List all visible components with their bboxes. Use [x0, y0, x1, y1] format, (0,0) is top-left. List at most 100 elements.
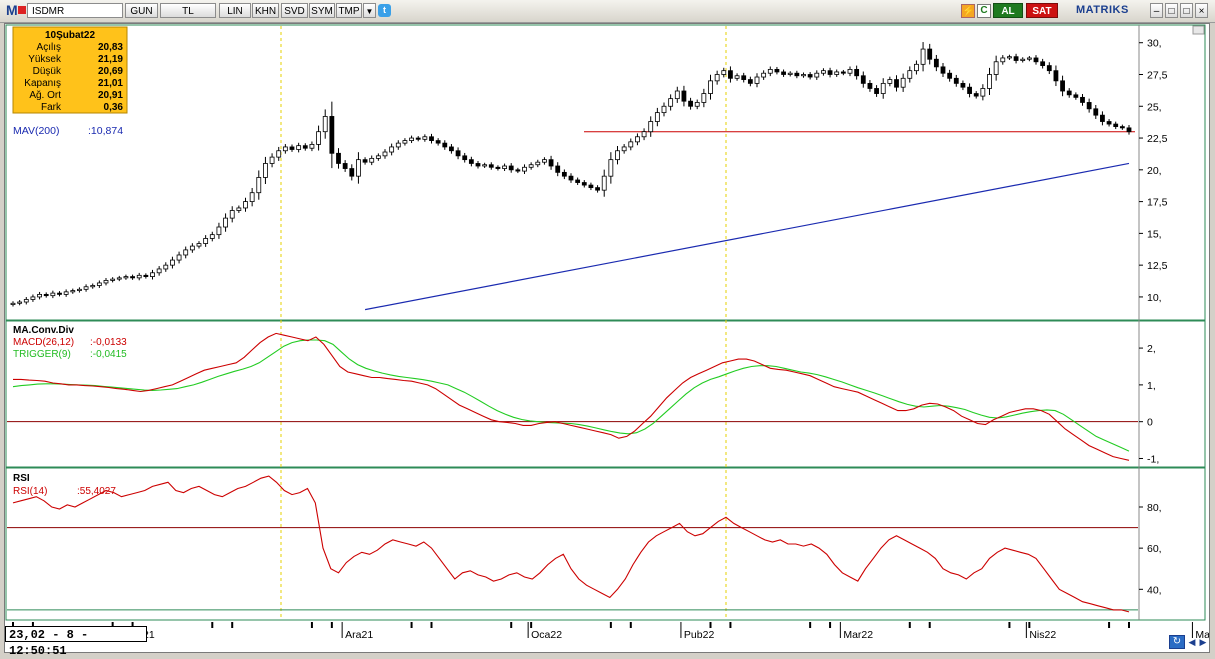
candle — [767, 66, 773, 77]
info-row-value: 0,36 — [104, 102, 124, 113]
close-icon[interactable]: × — [1195, 3, 1208, 18]
toolbar: M ISDMR GUN TL LIN KHN SVD SYM TMP ▼ t ⚡… — [0, 0, 1215, 23]
info-row-label: Düşük — [33, 66, 62, 77]
y-tick-label: 22,5 — [1147, 133, 1168, 145]
scroll-right-icon[interactable]: ▶ — [1199, 637, 1207, 647]
candle — [362, 157, 368, 165]
app-logo[interactable]: M — [6, 2, 18, 18]
candle — [209, 231, 215, 242]
candle — [276, 146, 282, 161]
candle — [947, 69, 953, 82]
info-row-value: 20,69 — [98, 66, 123, 77]
candle — [721, 67, 727, 78]
candle — [103, 277, 109, 286]
candle — [854, 65, 860, 80]
scroll-left-icon[interactable]: ◀ — [1188, 637, 1196, 647]
refresh-icon[interactable]: C — [977, 4, 991, 18]
candle — [110, 277, 116, 283]
candle — [57, 291, 62, 297]
candle — [528, 162, 534, 170]
scrollbar[interactable] — [1192, 25, 1205, 35]
tmp-button[interactable]: TMP — [336, 3, 362, 18]
y-tick-label: 40, — [1147, 584, 1162, 596]
candle — [415, 136, 421, 142]
candle — [973, 91, 979, 99]
candle — [176, 251, 182, 264]
twitter-icon[interactable]: t — [378, 4, 391, 17]
candle — [734, 73, 740, 81]
info-box-date: 10Şubat22 — [45, 30, 95, 41]
candle — [542, 157, 547, 165]
y-tick-label: 2, — [1147, 343, 1156, 355]
candle — [1093, 104, 1099, 119]
candle — [488, 162, 494, 170]
dropdown-icon[interactable]: ▼ — [363, 3, 376, 18]
x-tick-label: Nis22 — [1029, 629, 1056, 641]
candle — [183, 246, 189, 259]
chart-window: 30, 27,5 25, 22,5 20, 17,5 15, 12,5 10, 2, 1, 0 -1, 8… — [4, 23, 1215, 653]
candle — [807, 72, 813, 80]
candle — [449, 144, 454, 154]
macd-legend-value: :-0,0133 — [90, 337, 127, 348]
candle — [156, 266, 162, 276]
candle — [993, 55, 999, 81]
candle — [515, 167, 521, 174]
candle — [914, 60, 919, 75]
candle — [170, 256, 175, 269]
info-row-label: Kapanış — [24, 78, 61, 89]
candle — [429, 133, 434, 144]
candle — [708, 74, 713, 100]
candle — [96, 280, 102, 288]
x-tick-label: Pub22 — [684, 629, 715, 641]
chart-canvas[interactable]: 30, 27,5 25, 22,5 20, 17,5 15, 12,5 10, 2, 1, 0 -1, 8… — [5, 24, 1215, 652]
y-tick-label: 17,5 — [1147, 197, 1168, 209]
y-tick-label: 10, — [1147, 292, 1162, 304]
trigger-legend-value: :-0,0415 — [90, 349, 127, 360]
candle — [1080, 94, 1085, 106]
buy-button[interactable]: AL — [993, 3, 1023, 18]
candle — [635, 133, 640, 146]
candle — [296, 142, 302, 153]
candle — [1053, 65, 1059, 87]
candle — [196, 241, 202, 249]
candle — [243, 197, 248, 212]
khn-button[interactable]: KHN — [252, 3, 279, 18]
sell-button[interactable]: SAT — [1026, 3, 1058, 18]
candle — [821, 68, 826, 76]
candle — [203, 235, 209, 247]
mav-legend-value: :10,874 — [88, 125, 123, 137]
maximize-icon[interactable]: □ — [1180, 3, 1193, 18]
candle — [495, 165, 501, 171]
candle — [834, 69, 840, 77]
candle — [269, 153, 275, 168]
rsi-legend: RSI(14) — [13, 486, 47, 497]
candle — [615, 146, 620, 165]
candle — [980, 84, 986, 101]
minimize-icon[interactable]: – — [1150, 3, 1163, 18]
candle — [30, 294, 36, 302]
x-tick-label: Ara21 — [345, 629, 373, 641]
restore-icon[interactable]: □ — [1165, 3, 1178, 18]
candle — [77, 287, 82, 293]
y-tick-label: 20, — [1147, 165, 1162, 177]
svd-button[interactable]: SVD — [281, 3, 308, 18]
sync-icon[interactable]: ↻ — [1169, 635, 1185, 649]
candle — [1026, 55, 1032, 62]
candle — [907, 66, 913, 83]
symbol-input[interactable]: ISDMR — [27, 3, 123, 18]
flash-icon[interactable]: ⚡ — [961, 4, 975, 18]
y-tick-label: 60, — [1147, 543, 1162, 555]
scale-button[interactable]: LIN — [219, 3, 251, 18]
candle — [468, 156, 474, 167]
candle — [329, 101, 335, 169]
y-tick-label: 0 — [1147, 417, 1153, 429]
candle — [389, 143, 395, 156]
currency-button[interactable]: TL — [160, 3, 216, 18]
candle — [940, 63, 946, 78]
candle — [1100, 111, 1105, 126]
candle — [1073, 92, 1079, 100]
sym-button[interactable]: SYM — [309, 3, 335, 18]
period-button[interactable]: GUN — [125, 3, 158, 18]
rsi-legend-value: :55,4027 — [77, 486, 116, 497]
macd-panel — [5, 320, 1206, 468]
